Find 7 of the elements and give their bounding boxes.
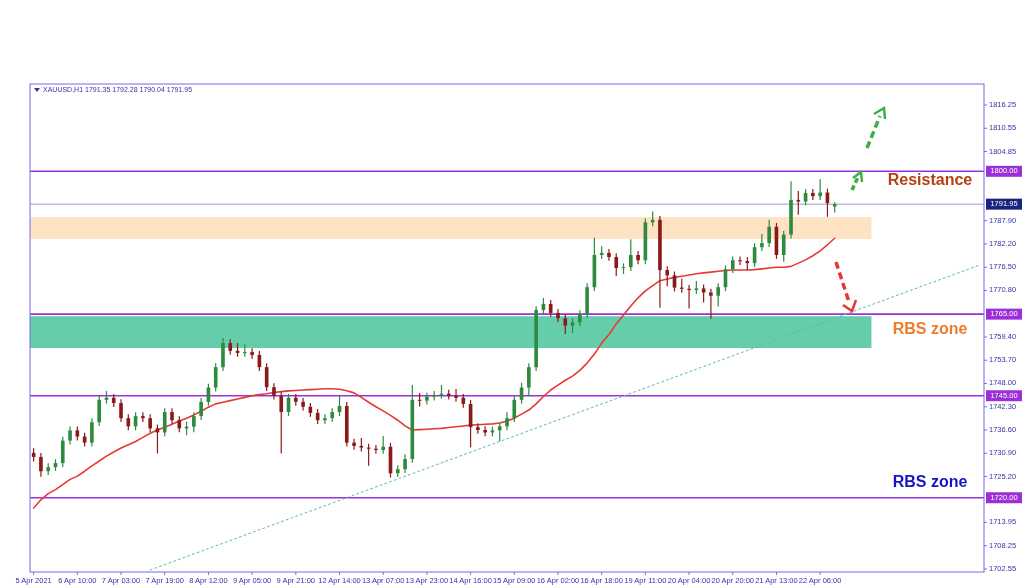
annotation: Resistance (887, 171, 973, 189)
candlestick (796, 191, 801, 215)
line-series (32, 237, 836, 509)
annotation: RBS zone (892, 473, 968, 491)
candlestick (832, 202, 837, 213)
candlestick (432, 391, 436, 401)
annotation: RBS zone (892, 320, 968, 338)
